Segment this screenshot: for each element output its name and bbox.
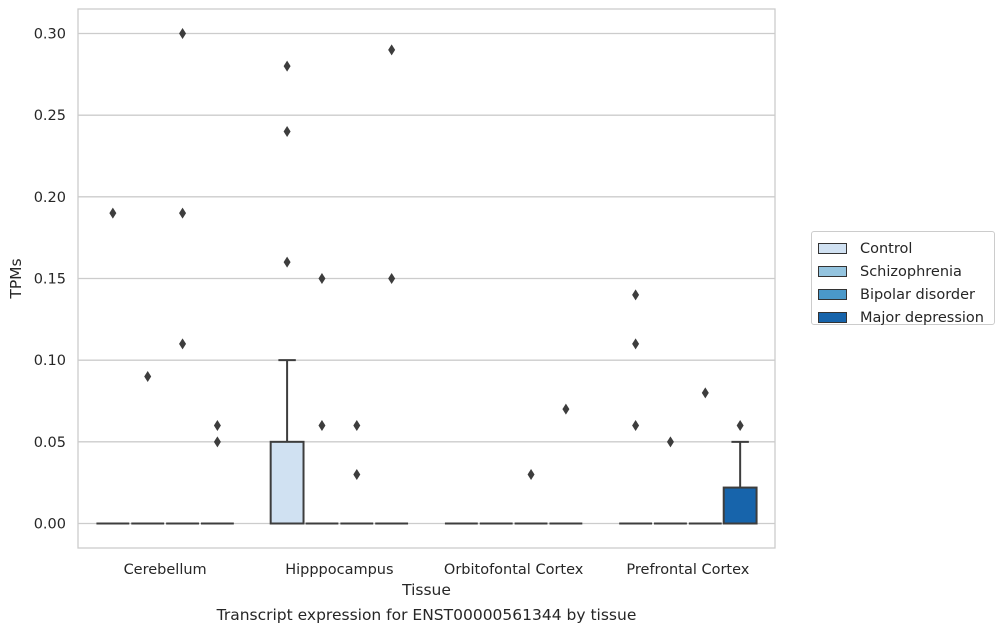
legend-item-control: Control	[812, 237, 994, 260]
legend-item-major-depression: Major depression	[812, 306, 994, 329]
outlier-point-0	[736, 420, 744, 431]
box-bipolar-disorder-hipppocampus	[340, 420, 374, 525]
y-tick-label-6: 0.30	[34, 27, 66, 43]
outlier-point-0	[701, 387, 709, 399]
x-tick-label-orbitofontal-cortex: Orbitofontal Cortex	[444, 562, 584, 578]
outlier-point-0	[283, 60, 291, 72]
legend-label-bipolar-disorder: Bipolar disorder	[860, 286, 975, 303]
y-tick-label-5: 0.25	[34, 108, 66, 124]
outlier-point-1	[318, 420, 326, 431]
box-control-cerebellum	[96, 207, 130, 525]
outlier-point-2	[632, 420, 640, 431]
outlier-point-2	[179, 338, 187, 350]
y-tick-label-2: 0.10	[34, 353, 66, 369]
box-control-hipppocampus	[269, 60, 305, 525]
x-tick-label-hipppocampus: Hipppocampus	[285, 562, 393, 578]
y-tick-label-0: 0.00	[34, 517, 66, 533]
legend-swatch-control	[818, 243, 847, 254]
x-tick-label-prefrontal-cortex: Prefrontal Cortex	[626, 562, 749, 578]
y-tick-labels: 0.00 0.05 0.10 0.15 0.20 0.25 0.30	[34, 27, 66, 533]
box-control-prefrontal-cortex	[619, 289, 653, 525]
outlier-point-0	[666, 436, 674, 448]
x-tick-label-cerebellum: Cerebellum	[124, 562, 207, 578]
box-major-depression-hipppocampus	[375, 44, 409, 525]
y-axis-label: TPMs	[7, 258, 25, 299]
legend: Control Schizophrenia Bipolar disorder M…	[811, 231, 995, 326]
box-bipolar-disorder-orbitofontal-cortex	[514, 469, 548, 525]
legend-item-bipolar-disorder: Bipolar disorder	[812, 283, 994, 306]
outlier-point-0	[632, 289, 640, 301]
outlier-point-0	[353, 420, 361, 431]
outlier-point-1	[388, 273, 396, 284]
y-tick-label-1: 0.05	[34, 435, 66, 451]
outlier-point-2	[283, 256, 291, 268]
outlier-point-1	[353, 469, 361, 480]
box-bipolar-disorder-prefrontal-cortex	[688, 387, 722, 525]
box-body	[722, 486, 758, 525]
plot-area-border	[77, 8, 776, 549]
legend-swatch-bipolar-disorder	[818, 289, 847, 300]
box-bipolar-disorder-cerebellum	[166, 28, 199, 525]
legend-label-control: Control	[860, 240, 913, 257]
outlier-point-1	[632, 338, 640, 350]
outlier-point-1	[213, 436, 221, 448]
y-tick-label-4: 0.20	[34, 190, 66, 206]
outlier-point-0	[144, 371, 152, 382]
outlier-point-0	[179, 28, 187, 39]
box-body	[269, 440, 305, 525]
box-major-depression-prefrontal-cortex	[722, 420, 758, 525]
outlier-point-1	[179, 207, 187, 219]
outlier-point-0	[562, 403, 570, 415]
boxes	[96, 28, 758, 525]
chart-caption: Transcript expression for ENST0000056134…	[216, 606, 637, 624]
box-schizophrenia-prefrontal-cortex	[654, 436, 687, 525]
box-major-depression-orbitofontal-cortex	[549, 403, 583, 525]
legend-swatch-major-depression	[818, 312, 847, 323]
outlier-point-0	[109, 207, 117, 219]
outlier-point-0	[318, 273, 326, 284]
legend-swatch-schizophrenia	[818, 266, 847, 277]
outlier-point-1	[283, 126, 291, 137]
legend-item-schizophrenia: Schizophrenia	[812, 260, 994, 283]
outlier-point-0	[527, 469, 535, 480]
legend-label-schizophrenia: Schizophrenia	[860, 263, 962, 280]
outlier-point-0	[213, 420, 221, 431]
box-schizophrenia-cerebellum	[131, 371, 165, 525]
box-major-depression-cerebellum	[200, 420, 234, 525]
x-axis-label: Tissue	[401, 581, 451, 599]
x-tick-labels: Cerebellum Hipppocampus Orbitofontal Corte…	[124, 562, 750, 578]
outlier-point-0	[388, 44, 396, 56]
legend-label-major-depression: Major depression	[860, 309, 984, 326]
box-schizophrenia-hipppocampus	[305, 273, 339, 525]
y-tick-label-3: 0.15	[34, 272, 66, 288]
